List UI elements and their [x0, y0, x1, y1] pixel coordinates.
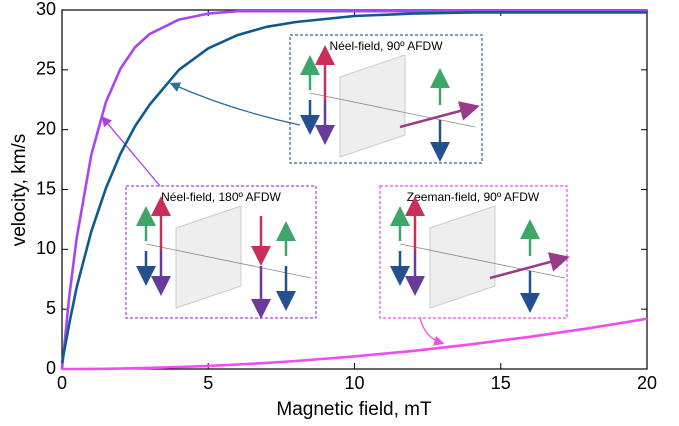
callout-arrow: [101, 116, 161, 187]
x-tick-label: 15: [491, 373, 511, 393]
y-tick-label: 30: [36, 0, 56, 19]
axis-line: [309, 92, 476, 128]
x-tick-label: 20: [637, 373, 657, 393]
x-tick-label: 10: [344, 373, 364, 393]
callout-arrow: [419, 317, 445, 346]
y-tick-label: 25: [36, 59, 56, 79]
annotation: Néel-field, 90º AFDW: [329, 39, 443, 53]
spin-arrow: [489, 252, 570, 280]
y-tick-label: 0: [46, 358, 56, 378]
axis-line: [399, 243, 566, 279]
x-tick-label: 5: [203, 373, 213, 393]
series-line: [62, 317, 648, 371]
series-line: [60, 11, 647, 364]
y-axis-label: velocity, km/s: [9, 134, 30, 247]
callout-arrow: [169, 82, 301, 126]
annotation: Zeeman-field, 90º AFDW: [407, 190, 540, 204]
axis-line: [145, 243, 312, 279]
annotation: Néel-field, 180º AFDW: [161, 190, 281, 204]
x-axis-label: Magnetic field, mT: [276, 399, 432, 420]
y-tick-label: 15: [36, 178, 56, 198]
y-tick-label: 5: [46, 298, 56, 318]
y-tick-label: 20: [36, 118, 56, 138]
y-tick-label: 10: [36, 238, 56, 258]
spin-arrow: [399, 101, 480, 129]
x-tick-label: 0: [57, 373, 67, 393]
